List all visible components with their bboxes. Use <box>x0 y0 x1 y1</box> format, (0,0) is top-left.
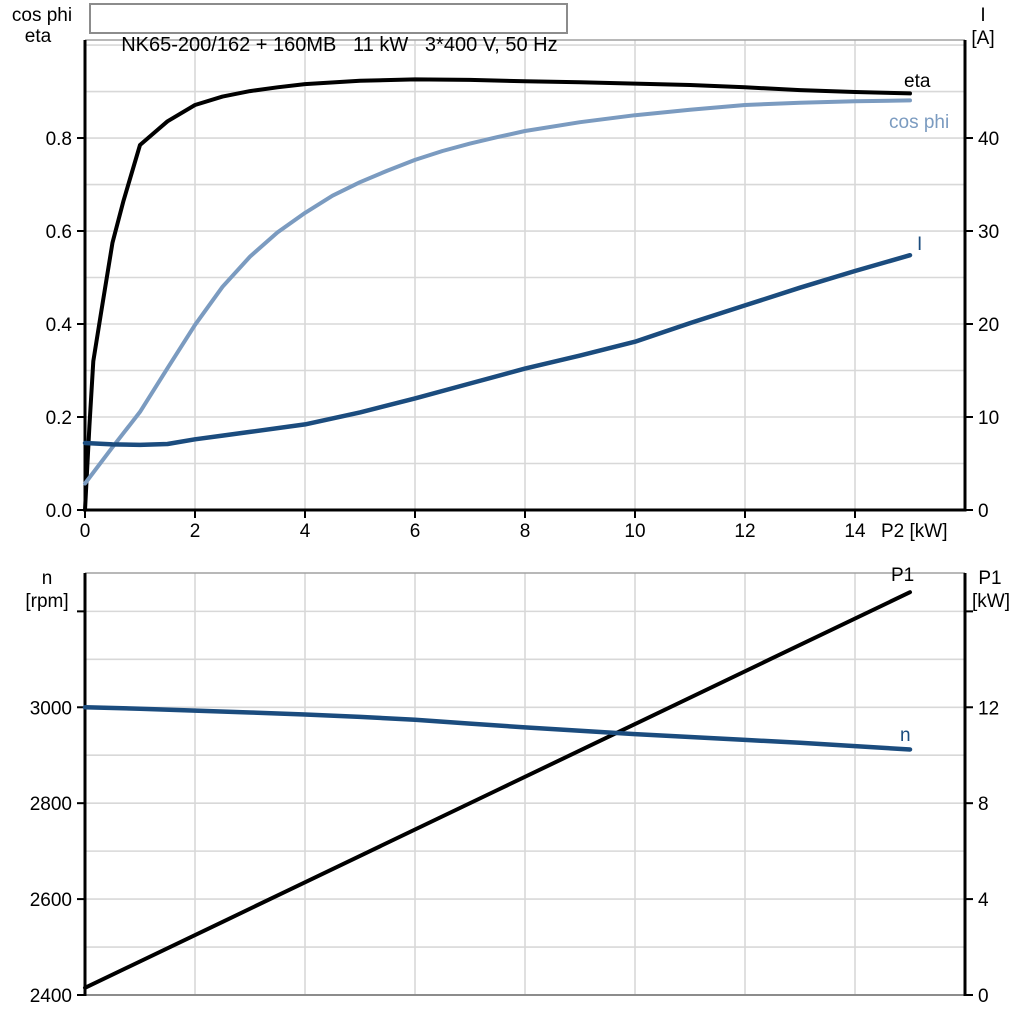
chart-title-box: NK65-200/162 + 160MB 11 kW 3*400 V, 50 H… <box>89 3 568 56</box>
x-tick-label: 6 <box>410 521 421 542</box>
x-tick-label: 12 <box>734 521 755 542</box>
x-tick-label: 4 <box>300 521 311 542</box>
x-axis-title: P2 [kW] <box>881 521 948 542</box>
left-tick-label: 0.6 <box>46 222 72 243</box>
n-curve <box>82 705 913 752</box>
left-tick-label: 0.0 <box>46 501 72 522</box>
eta-curve <box>83 77 912 512</box>
left-axis-title: cos phi <box>12 5 72 26</box>
right-axis-title: [A] <box>971 28 994 49</box>
x-tick-label: 10 <box>624 521 645 542</box>
right-axis-title: [kW] <box>972 591 1010 612</box>
left-tick-label: 2400 <box>30 986 72 1007</box>
right-tick-label: 12 <box>978 698 999 719</box>
left-tick-label: 0.2 <box>46 408 72 429</box>
cos-phi-curve-label: cos phi <box>889 112 949 133</box>
right-tick-label: 30 <box>978 222 999 243</box>
left-axis-title: eta <box>25 26 52 47</box>
eta-curve-label: eta <box>904 71 931 92</box>
left-axis-title: [rpm] <box>25 591 68 612</box>
right-tick-label: 20 <box>978 315 999 336</box>
cos-phi-curve <box>83 98 912 486</box>
right-tick-label: 0 <box>978 986 989 1007</box>
right-tick-label: 40 <box>978 129 999 150</box>
right-tick-label: 10 <box>978 408 999 429</box>
x-tick-label: 0 <box>80 521 91 542</box>
chart-title: NK65-200/162 + 160MB 11 kW 3*400 V, 50 H… <box>121 34 558 56</box>
left-tick-label: 2800 <box>30 794 72 815</box>
right-axis-title: P1 <box>978 568 1001 589</box>
right-tick-label: 8 <box>978 794 989 815</box>
p1-curve-label: P1 <box>891 565 914 586</box>
x-tick-label: 14 <box>844 521 866 542</box>
i-curve <box>82 252 913 448</box>
right-tick-label: 0 <box>978 501 989 522</box>
left-axis-title: n <box>42 568 53 589</box>
left-tick-label: 2600 <box>30 890 72 911</box>
n-curve-label: n <box>900 725 911 746</box>
left-tick-label: 3000 <box>30 698 72 719</box>
p1-curve <box>83 590 912 990</box>
left-tick-label: 0.8 <box>46 129 72 150</box>
x-tick-label: 2 <box>190 521 201 542</box>
right-tick-label: 4 <box>978 890 989 911</box>
left-tick-label: 0.4 <box>46 315 73 336</box>
i-curve-label: I <box>917 234 922 255</box>
x-tick-label: 8 <box>520 521 531 542</box>
right-axis-title: I <box>980 5 985 26</box>
